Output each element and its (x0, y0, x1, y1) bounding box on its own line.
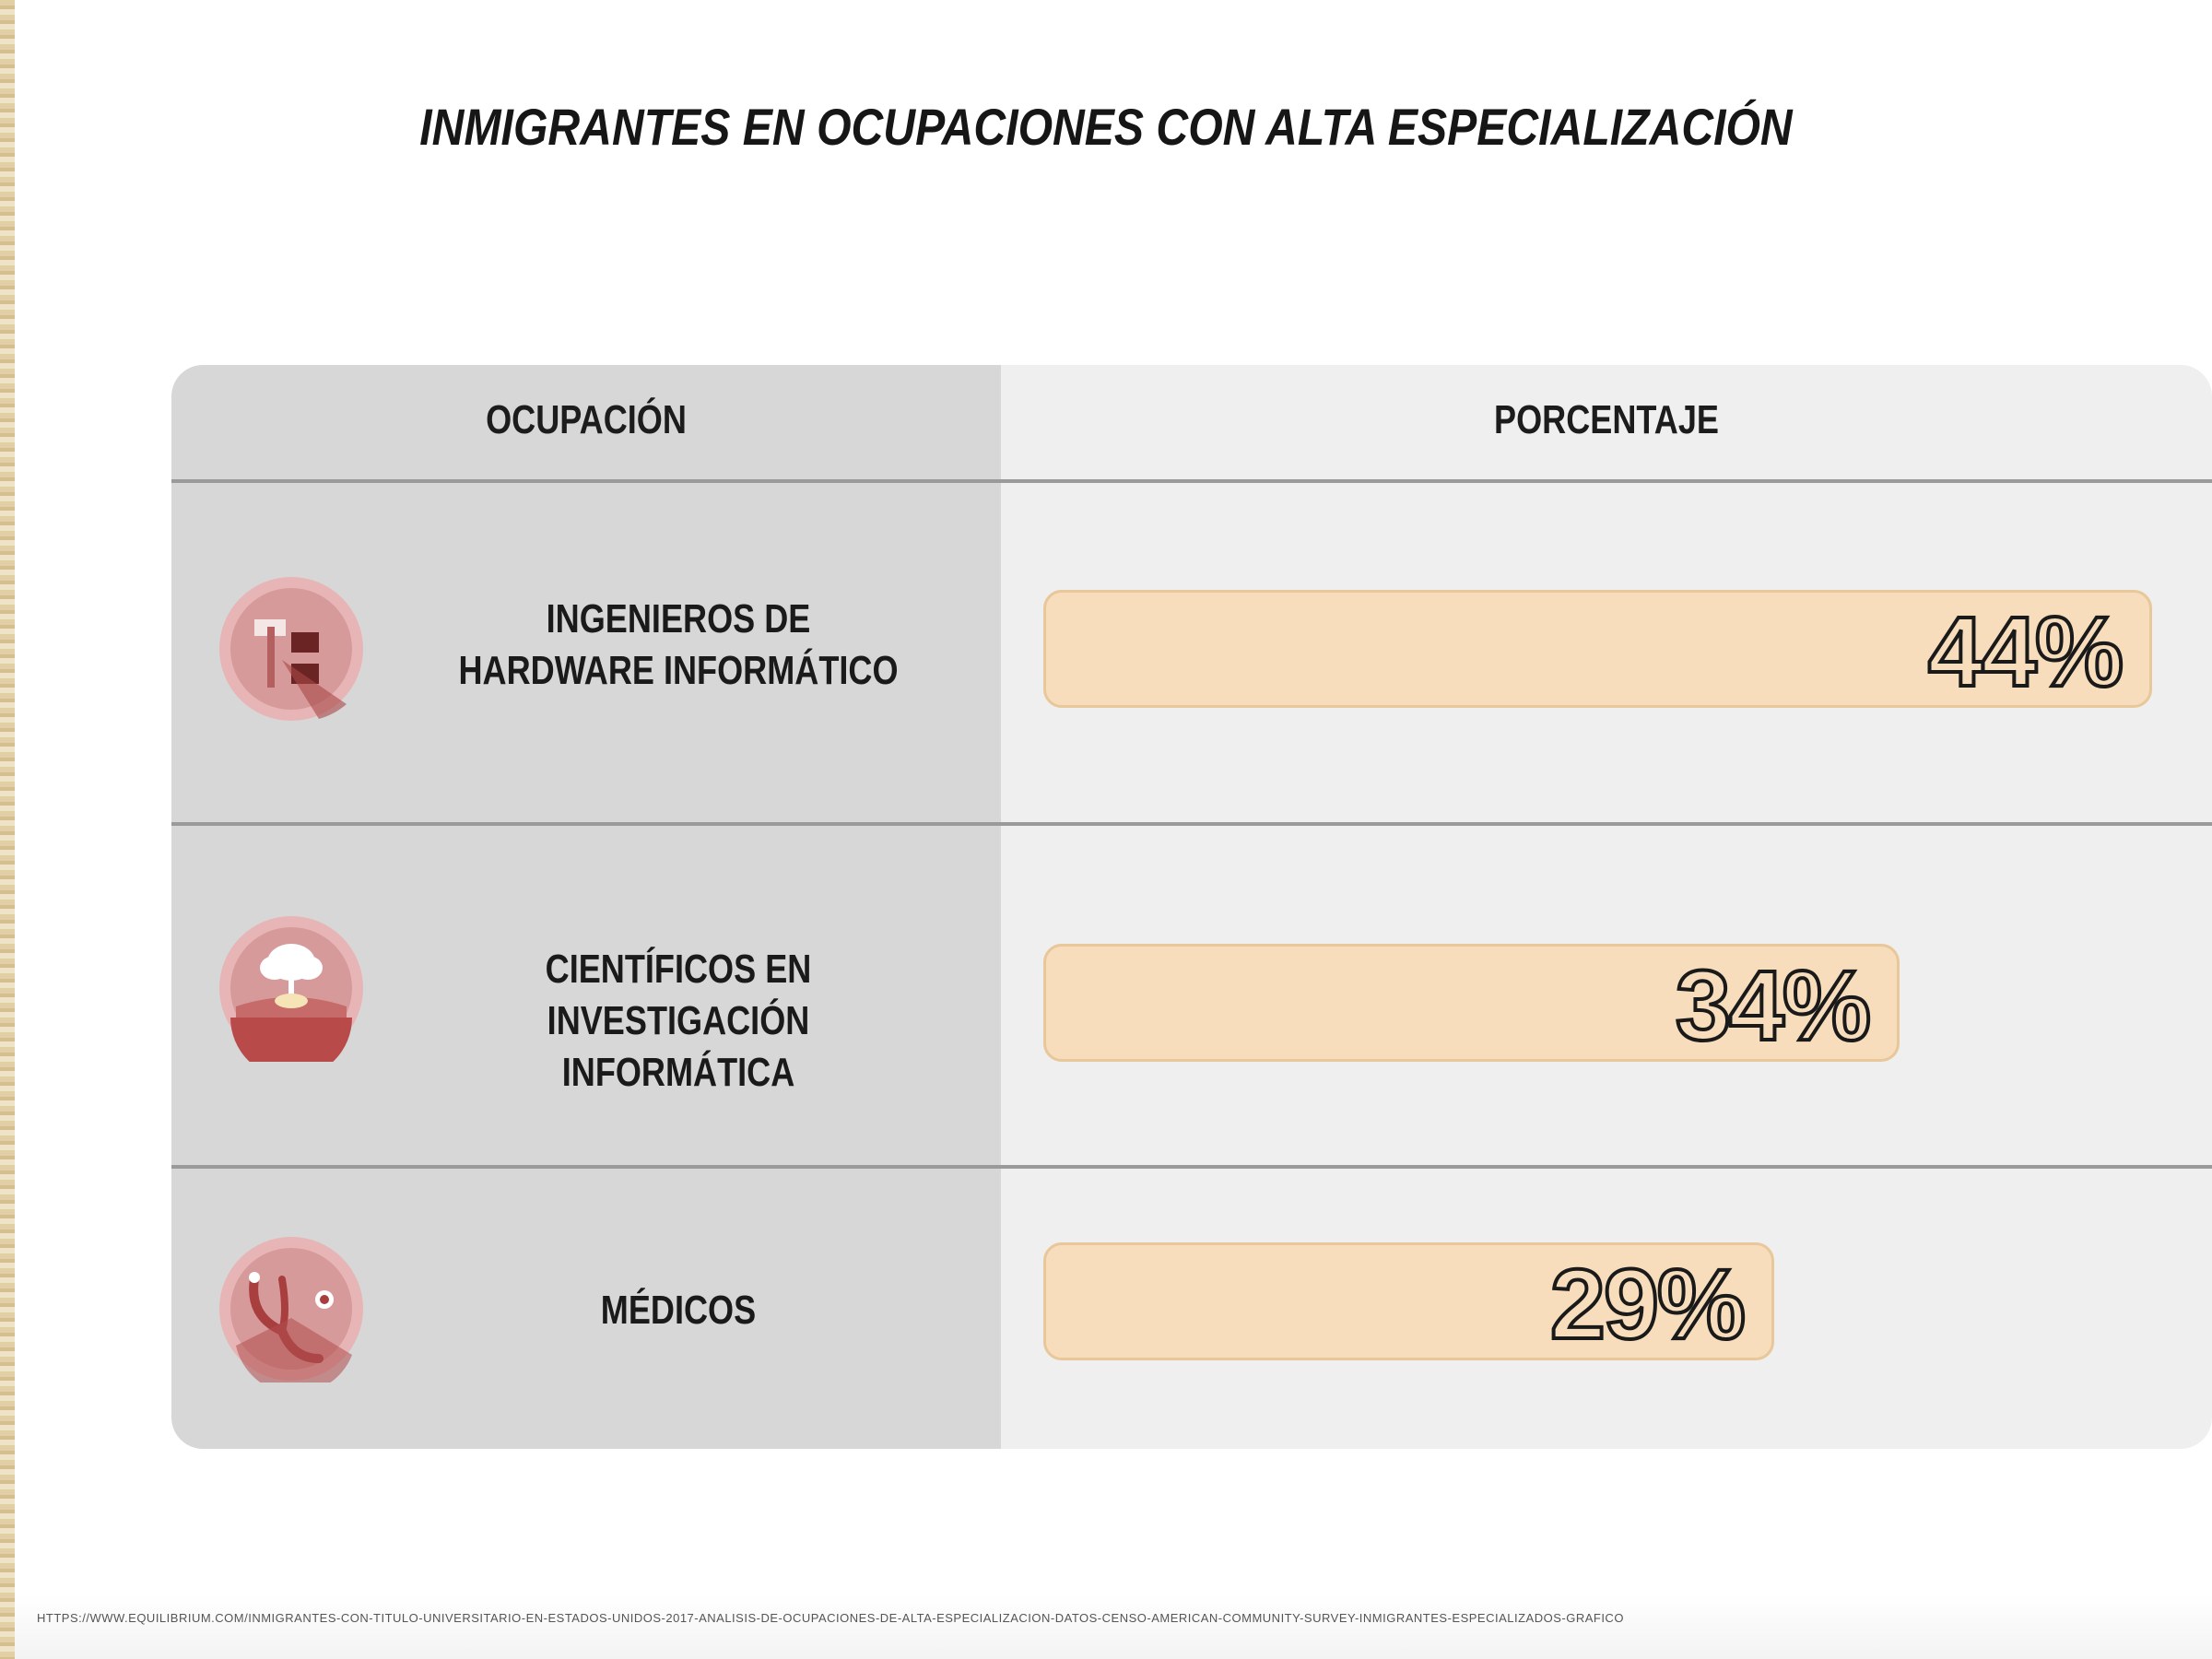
chart-title: INMIGRANTES EN OCUPACIONES CON ALTA ESPE… (419, 98, 1793, 156)
value-label: 34% (1674, 947, 1873, 1063)
table-row: CIENTÍFICOS EN INVESTIGACIÓN INFORMÁTICA… (171, 826, 2212, 1165)
source-footnote: HTTPS://WWW.EQUILIBRIUM.COM/INMIGRANTES-… (37, 1611, 1624, 1625)
cloud-research-icon (219, 916, 363, 1062)
header-divider (171, 479, 2212, 483)
row-divider (171, 1165, 2212, 1169)
header-occupation: OCUPACIÓN (486, 397, 687, 442)
occupation-label-line: HARDWARE INFORMÁTICO (458, 648, 899, 693)
occupation-label-line: MÉDICOS (600, 1288, 757, 1333)
row-divider (171, 822, 2212, 826)
occupation-label: INGENIEROS DE HARDWARE INFORMÁTICO (437, 594, 921, 697)
decorative-left-border (0, 0, 15, 1659)
stethoscope-icon (219, 1237, 363, 1382)
value-bar: 44% (1043, 590, 2152, 709)
value-bar: 29% (1043, 1242, 1774, 1361)
value-label: 44% (1926, 594, 2125, 709)
occupation-label: MÉDICOS (437, 1285, 921, 1336)
occupation-label-line: INVESTIGACIÓN INFORMÁTICA (547, 998, 810, 1095)
value-bar: 34% (1043, 944, 1900, 1063)
header-percentage: PORCENTAJE (1494, 397, 1719, 442)
table-row: MÉDICOS 29% (171, 1169, 2212, 1449)
value-label: 29% (1548, 1246, 1747, 1361)
occupation-table: OCUPACIÓN PORCENTAJE INGENIEROS DE HARDW… (171, 365, 2212, 1449)
bottom-band (15, 1594, 2212, 1659)
occupation-label-line: INGENIEROS DE (546, 596, 811, 641)
table-row: INGENIEROS DE HARDWARE INFORMÁTICO 44% (171, 483, 2212, 822)
hardware-icon (219, 577, 363, 721)
occupation-label-line: CIENTÍFICOS EN (545, 947, 812, 992)
occupation-label: CIENTÍFICOS EN INVESTIGACIÓN INFORMÁTICA (437, 944, 921, 1099)
